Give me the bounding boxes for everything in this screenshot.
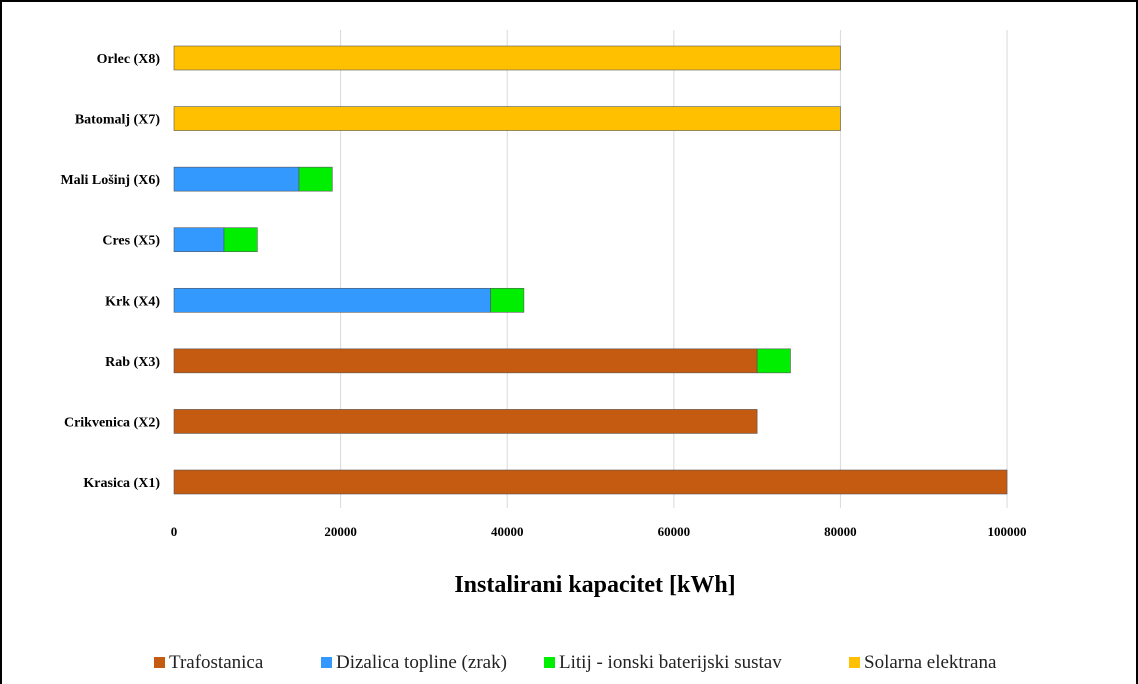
legend-item: Dizalica topline (zrak) <box>321 652 507 673</box>
legend-label: Dizalica topline (zrak) <box>336 652 507 673</box>
bar-segment <box>173 106 841 131</box>
legend-label: Litij - ionski baterijski sustav <box>559 652 782 673</box>
legend-swatch <box>544 657 555 668</box>
category-label: Orlec (X8) <box>97 52 161 67</box>
x-tick-label: 20000 <box>324 524 357 539</box>
legend-swatch <box>321 657 332 668</box>
x-tick-label: 80000 <box>824 524 857 539</box>
x-tick-label: 40000 <box>491 524 524 539</box>
category-labels: Krasica (X1) Crikvenica (X2) Rab (X3) Krk (… <box>60 52 160 491</box>
bar-segment <box>173 166 300 192</box>
category-label: Krasica (X1) <box>83 476 160 491</box>
x-axis-title: Instalirani kapacitet [kWh] <box>454 572 735 598</box>
gridlines <box>340 30 1008 508</box>
x-tick-label: 0 <box>171 524 178 539</box>
category-label: Cres (X5) <box>102 234 160 249</box>
legend-swatch <box>154 657 165 668</box>
category-label: Krk (X4) <box>105 294 160 309</box>
legend-label: Solarna elektrana <box>864 652 997 673</box>
legend: Trafostanica Dizalica topline (zrak) Litij… <box>154 652 997 673</box>
bars <box>173 45 1008 495</box>
bar-segment <box>173 227 225 253</box>
bar-segment <box>173 45 841 71</box>
bar-segment <box>173 409 758 434</box>
bar-segment <box>298 166 333 192</box>
category-label: Crikvenica (X2) <box>64 415 160 430</box>
x-tick-labels: 0 20000 40000 60000 80000 100000 <box>171 524 1027 539</box>
bar-segment <box>173 287 491 313</box>
legend-label: Trafostanica <box>169 652 264 673</box>
category-label: Rab (X3) <box>105 355 160 370</box>
bar-segment <box>173 348 758 374</box>
legend-item: Trafostanica <box>154 652 264 673</box>
legend-item: Litij - ionski baterijski sustav <box>544 652 782 673</box>
x-tick-label: 60000 <box>658 524 691 539</box>
category-label: Batomalj (X7) <box>75 113 160 128</box>
bar-segment <box>223 227 258 253</box>
bar-segment <box>490 287 525 313</box>
category-label: Mali Lošinj (X6) <box>60 173 160 188</box>
legend-swatch <box>849 657 860 668</box>
legend-item: Solarna elektrana <box>849 652 997 673</box>
x-tick-label: 100000 <box>988 524 1027 539</box>
bar-segment <box>173 469 1008 495</box>
bar-segment <box>756 348 791 374</box>
